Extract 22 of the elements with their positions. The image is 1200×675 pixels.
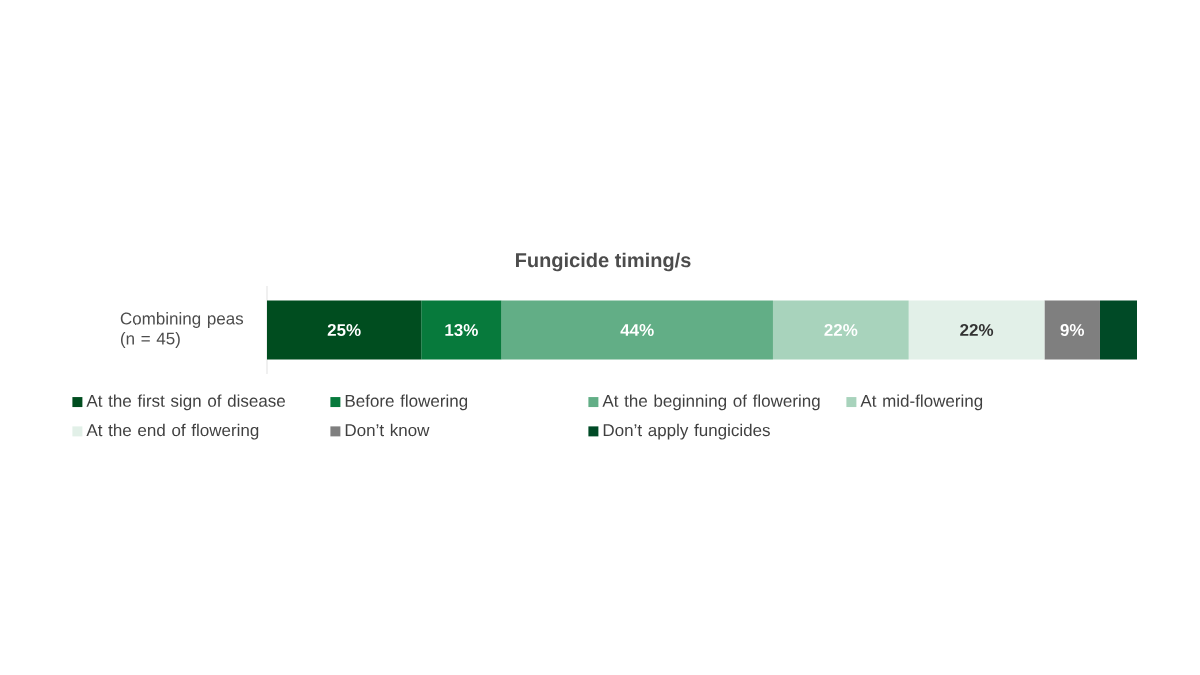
data-label: 25% [327, 323, 361, 337]
legend-label: Before flowering [345, 394, 468, 411]
legend-label: At the first sign of disease [86, 394, 285, 411]
bar [267, 300, 422, 360]
legend-label: At the end of flowering [86, 423, 259, 440]
bar [421, 300, 502, 360]
data-label: 9% [1060, 323, 1085, 337]
bar [1099, 300, 1137, 360]
chart-title: Fungicide timing/s [516, 252, 691, 272]
legend-label: Don’t know [345, 423, 430, 437]
legend-label: At mid-flowering [860, 394, 983, 411]
bar [908, 300, 1045, 360]
legend-label: At the beginning of flowering [602, 394, 820, 411]
bar [501, 300, 773, 360]
data-label: 22% [824, 324, 858, 336]
data-label: 44% [620, 324, 654, 336]
data-label: 22% [960, 324, 994, 336]
data-label: 13% [445, 323, 478, 337]
y-tick-label: Combining peas (n = 45) [120, 312, 244, 348]
legend-label: Don’t apply fungicides [603, 423, 770, 440]
bar [772, 300, 909, 360]
bar [1044, 300, 1100, 360]
